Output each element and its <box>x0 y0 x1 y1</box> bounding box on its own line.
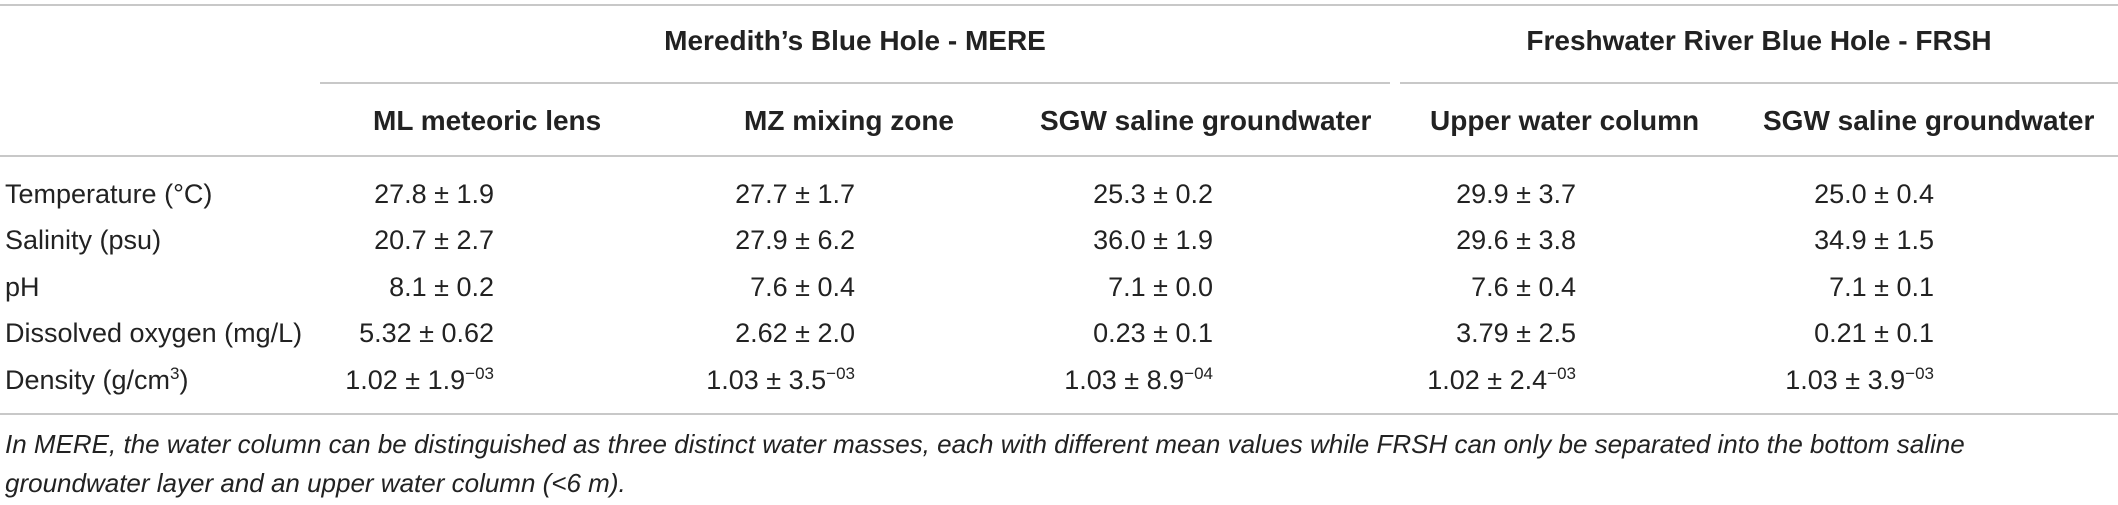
table-caption: In MERE, the water column can be disting… <box>5 429 1965 498</box>
header-bottom-rule <box>0 155 2118 157</box>
column-header-sgw-mere: SGW saline groundwater <box>1040 105 1372 136</box>
table-cell: 1.03 ± 3.5−03 <box>706 364 855 395</box>
table-cell: 7.1 ± 0.0 <box>1108 272 1213 302</box>
row-label-dissolved-oxygen: Dissolved oxygen (mg/L) <box>5 318 303 348</box>
table-cell: 36.0 ± 1.9 <box>1093 225 1213 255</box>
row-label-ph: pH <box>5 272 40 302</box>
table-cell: 34.9 ± 1.5 <box>1814 225 1934 255</box>
table-cell: 20.7 ± 2.7 <box>374 225 494 255</box>
table-cell: 5.32 ± 0.62 <box>359 318 494 348</box>
table-cell: 1.02 ± 2.4−03 <box>1427 364 1576 395</box>
table-cell: 25.0 ± 0.4 <box>1814 179 1934 209</box>
table-cell: 27.8 ± 1.9 <box>374 179 494 209</box>
column-header-upper: Upper water column <box>1430 105 1700 136</box>
table-cell: 27.9 ± 6.2 <box>735 225 855 255</box>
table-cell: 25.3 ± 0.2 <box>1093 179 1213 209</box>
table-top-rule <box>0 4 2118 6</box>
table-bottom-rule <box>0 413 2118 415</box>
table-cell: 3.79 ± 2.5 <box>1456 318 1576 348</box>
table-cell: 7.6 ± 0.4 <box>750 272 855 302</box>
table-cell: 29.6 ± 3.8 <box>1456 225 1576 255</box>
table-cell: 1.02 ± 1.9−03 <box>345 364 494 395</box>
table-cell: 1.03 ± 8.9−04 <box>1064 364 1213 395</box>
row-label-salinity: Salinity (psu) <box>5 225 162 255</box>
table-cell: 8.1 ± 0.2 <box>389 272 494 302</box>
group-title-mere: Meredith’s Blue Hole - MERE <box>664 25 1046 56</box>
table-cell: 0.21 ± 0.1 <box>1814 318 1934 348</box>
column-header-ml: ML meteoric lens <box>373 105 602 136</box>
table-cell: 0.23 ± 0.1 <box>1093 318 1213 348</box>
table-cell: 29.9 ± 3.7 <box>1456 179 1576 209</box>
table-cell: 7.1 ± 0.1 <box>1829 272 1934 302</box>
table-cell: 2.62 ± 2.0 <box>735 318 855 348</box>
row-label-density: Density (g/cm3) <box>5 364 189 395</box>
table-cell: 27.7 ± 1.7 <box>735 179 855 209</box>
table-cell: 1.03 ± 3.9−03 <box>1785 364 1934 395</box>
column-header-mz: MZ mixing zone <box>744 105 954 136</box>
row-label-temperature: Temperature (°C) <box>5 179 213 209</box>
group-rule-frsh <box>1400 82 2118 84</box>
table-cell: 7.6 ± 0.4 <box>1471 272 1576 302</box>
column-header-sgw-frsh: SGW saline groundwater <box>1763 105 2095 136</box>
group-rule-mere <box>320 82 1390 84</box>
group-title-frsh: Freshwater River Blue Hole - FRSH <box>1526 25 1992 56</box>
